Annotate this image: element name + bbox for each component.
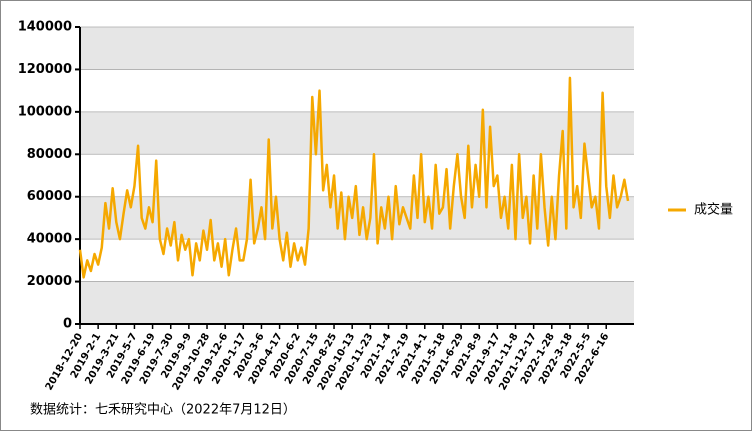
grid-band bbox=[80, 111, 634, 155]
line-series bbox=[78, 76, 630, 279]
y-tick-label: 140000 bbox=[18, 20, 72, 35]
source-note: 数据统计：七禾研究中心（2022年7月12日） bbox=[30, 403, 296, 418]
y-tick-label: 80000 bbox=[27, 147, 72, 162]
grid-band bbox=[80, 27, 634, 70]
y-tick-label: 100000 bbox=[18, 104, 72, 119]
grid-band bbox=[80, 281, 634, 324]
y-tick-label: 60000 bbox=[27, 189, 72, 204]
y-tick-label: 120000 bbox=[18, 62, 72, 77]
y-tick-label: 20000 bbox=[27, 274, 72, 289]
y-tick-label: 0 bbox=[63, 317, 72, 332]
legend-label: 成交量 bbox=[694, 202, 733, 218]
y-tick-label: 40000 bbox=[27, 232, 72, 247]
